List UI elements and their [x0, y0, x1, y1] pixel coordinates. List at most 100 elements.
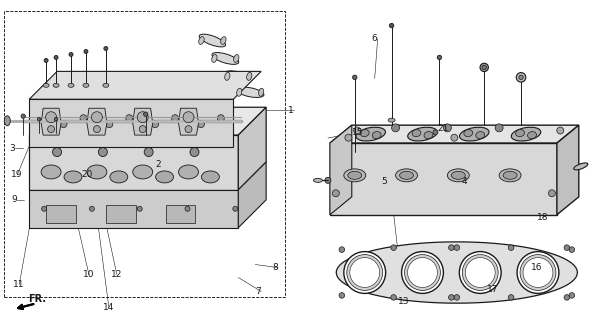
Circle shape: [44, 59, 48, 62]
Polygon shape: [238, 107, 266, 190]
Text: 17: 17: [487, 285, 499, 294]
Ellipse shape: [221, 36, 226, 44]
Circle shape: [104, 46, 108, 51]
Circle shape: [339, 247, 345, 252]
FancyBboxPatch shape: [106, 205, 136, 223]
Text: 1: 1: [288, 106, 294, 115]
Text: 9: 9: [11, 195, 17, 204]
Circle shape: [448, 245, 454, 251]
Polygon shape: [41, 108, 61, 135]
Circle shape: [495, 124, 503, 132]
Ellipse shape: [224, 71, 252, 82]
Circle shape: [91, 112, 102, 123]
Ellipse shape: [201, 171, 220, 183]
Ellipse shape: [451, 171, 465, 179]
Ellipse shape: [178, 165, 198, 179]
Text: 7: 7: [255, 287, 261, 296]
Ellipse shape: [103, 83, 109, 87]
Circle shape: [350, 258, 380, 287]
Circle shape: [517, 252, 559, 293]
Circle shape: [197, 121, 204, 128]
Polygon shape: [29, 107, 266, 135]
Ellipse shape: [60, 115, 87, 128]
Ellipse shape: [64, 171, 82, 183]
Ellipse shape: [503, 171, 517, 179]
Ellipse shape: [106, 115, 133, 128]
Text: 2: 2: [155, 160, 162, 170]
Polygon shape: [178, 108, 198, 135]
Circle shape: [144, 148, 153, 156]
Circle shape: [353, 75, 357, 80]
Ellipse shape: [258, 88, 264, 96]
Circle shape: [93, 126, 100, 132]
Circle shape: [569, 247, 575, 252]
Text: 14: 14: [103, 303, 114, 312]
Text: 13: 13: [397, 297, 409, 306]
Circle shape: [21, 114, 25, 118]
Circle shape: [569, 292, 575, 298]
Circle shape: [80, 115, 87, 122]
Circle shape: [482, 65, 486, 69]
Circle shape: [347, 255, 382, 291]
Ellipse shape: [157, 117, 173, 125]
Polygon shape: [330, 125, 579, 143]
Circle shape: [339, 292, 345, 298]
Ellipse shape: [151, 115, 179, 128]
FancyBboxPatch shape: [166, 205, 195, 223]
Circle shape: [183, 112, 194, 123]
Circle shape: [454, 245, 460, 251]
Circle shape: [405, 255, 440, 291]
Ellipse shape: [66, 117, 81, 125]
Circle shape: [172, 115, 178, 122]
Ellipse shape: [476, 132, 485, 139]
Circle shape: [137, 112, 148, 123]
Ellipse shape: [396, 169, 417, 182]
Circle shape: [345, 134, 352, 141]
Circle shape: [143, 112, 148, 116]
Circle shape: [152, 121, 159, 128]
Text: 16: 16: [531, 263, 543, 272]
Circle shape: [60, 121, 67, 128]
Circle shape: [90, 206, 94, 211]
Circle shape: [354, 127, 361, 134]
Circle shape: [548, 190, 555, 197]
Circle shape: [54, 117, 58, 121]
Circle shape: [391, 124, 399, 132]
Ellipse shape: [197, 115, 224, 128]
Polygon shape: [29, 135, 238, 190]
Polygon shape: [29, 71, 261, 99]
Circle shape: [53, 148, 62, 156]
Text: 10: 10: [83, 270, 94, 279]
Ellipse shape: [68, 83, 74, 87]
Circle shape: [519, 75, 523, 80]
Circle shape: [45, 112, 57, 123]
Circle shape: [139, 126, 146, 132]
Circle shape: [508, 245, 514, 251]
Text: 6: 6: [371, 34, 378, 43]
Circle shape: [454, 295, 460, 300]
Ellipse shape: [224, 72, 230, 80]
Ellipse shape: [447, 169, 469, 182]
Ellipse shape: [511, 127, 541, 141]
Text: 18: 18: [537, 213, 549, 222]
Ellipse shape: [464, 130, 473, 137]
Circle shape: [190, 148, 199, 156]
Ellipse shape: [574, 163, 588, 170]
Circle shape: [84, 50, 88, 53]
Polygon shape: [29, 190, 238, 228]
Circle shape: [408, 258, 437, 287]
Circle shape: [508, 295, 514, 300]
Text: 8: 8: [272, 263, 278, 272]
Ellipse shape: [313, 178, 322, 182]
Text: 12: 12: [111, 270, 122, 279]
Circle shape: [433, 130, 438, 135]
Circle shape: [390, 23, 394, 28]
Ellipse shape: [212, 52, 239, 64]
Text: 11: 11: [13, 280, 25, 289]
Ellipse shape: [247, 72, 252, 80]
Ellipse shape: [348, 171, 362, 179]
Circle shape: [564, 245, 570, 251]
Ellipse shape: [41, 165, 61, 179]
Circle shape: [520, 255, 556, 291]
Circle shape: [391, 245, 396, 251]
